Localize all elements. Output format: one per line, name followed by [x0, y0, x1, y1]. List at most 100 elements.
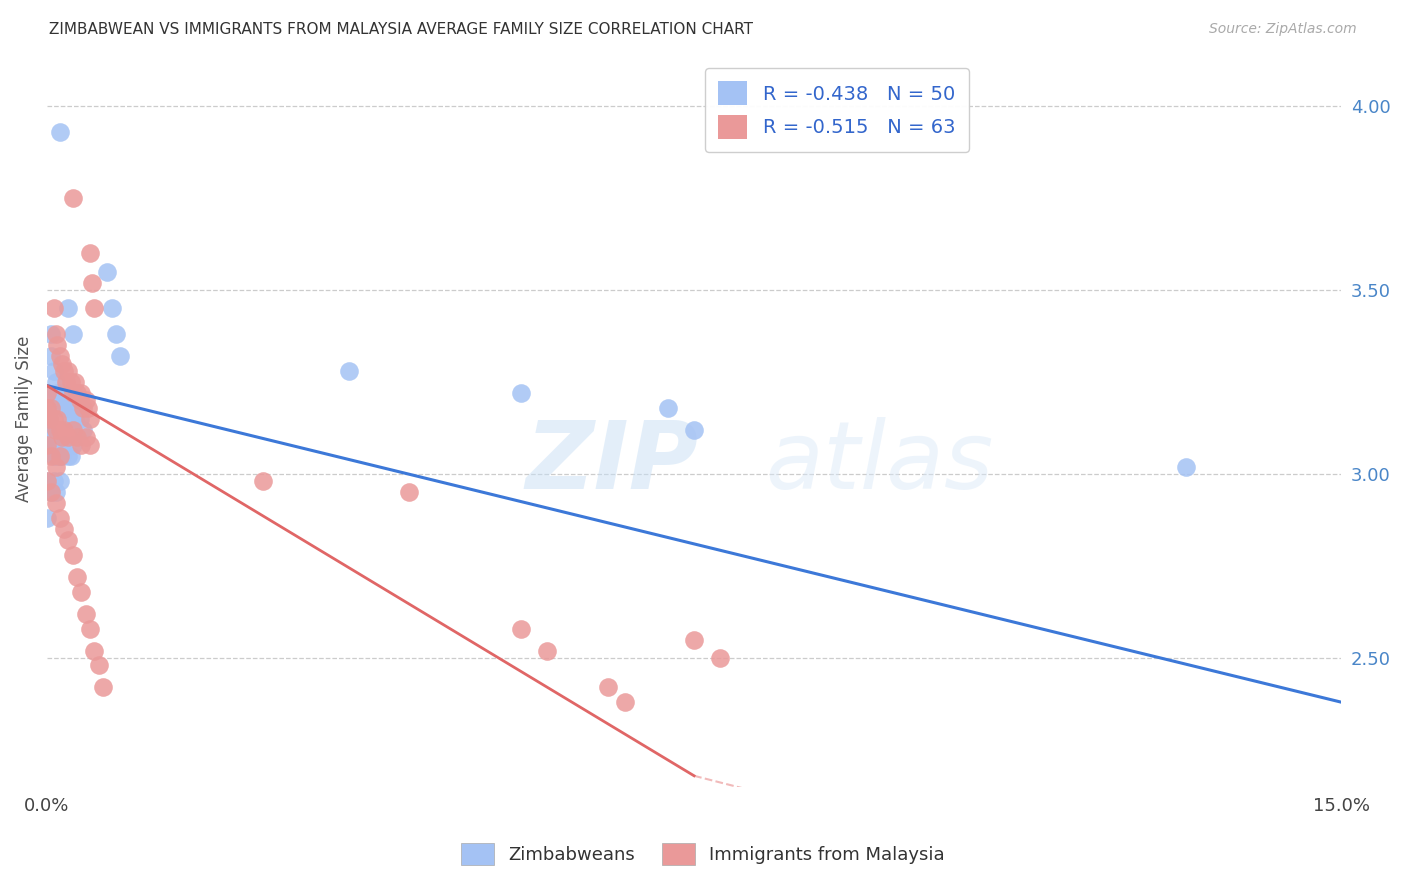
Point — [66, 430, 89, 444]
Point — [1174, 459, 1197, 474]
Point — [39, 485, 62, 500]
Point — [38, 430, 60, 444]
Point — [62, 423, 84, 437]
Point — [39, 401, 62, 415]
Point — [53, 423, 76, 437]
Point — [398, 485, 420, 500]
Point — [55, 393, 77, 408]
Point — [51, 357, 73, 371]
Point — [75, 607, 97, 621]
Point — [49, 475, 72, 489]
Point — [66, 386, 89, 401]
Point — [100, 301, 122, 316]
Point — [83, 643, 105, 657]
Point — [55, 375, 77, 389]
Point — [79, 622, 101, 636]
Point — [66, 401, 89, 415]
Point — [53, 364, 76, 378]
Point — [62, 327, 84, 342]
Point — [51, 449, 73, 463]
Point — [44, 459, 66, 474]
Point — [58, 364, 80, 378]
Point — [44, 423, 66, 437]
Point — [46, 338, 69, 352]
Point — [66, 570, 89, 584]
Point — [58, 301, 80, 316]
Point — [35, 401, 58, 415]
Point — [91, 681, 114, 695]
Point — [35, 401, 58, 415]
Point — [49, 449, 72, 463]
Point — [49, 125, 72, 139]
Point — [77, 401, 100, 415]
Point — [72, 423, 94, 437]
Point — [42, 411, 65, 425]
Point — [337, 364, 360, 378]
Point — [72, 401, 94, 415]
Point — [49, 349, 72, 363]
Point — [44, 327, 66, 342]
Point — [62, 386, 84, 401]
Y-axis label: Average Family Size: Average Family Size — [15, 335, 32, 502]
Point — [49, 423, 72, 437]
Legend: R = -0.438   N = 50, R = -0.515   N = 63: R = -0.438 N = 50, R = -0.515 N = 63 — [704, 68, 969, 153]
Point — [79, 246, 101, 260]
Text: Source: ZipAtlas.com: Source: ZipAtlas.com — [1209, 22, 1357, 37]
Point — [49, 511, 72, 525]
Point — [35, 423, 58, 437]
Point — [87, 658, 110, 673]
Point — [39, 485, 62, 500]
Point — [657, 401, 679, 415]
Point — [53, 437, 76, 451]
Point — [46, 411, 69, 425]
Point — [110, 349, 132, 363]
Point — [39, 327, 62, 342]
Point — [70, 584, 93, 599]
Point — [38, 411, 60, 425]
Point — [35, 475, 58, 489]
Point — [62, 191, 84, 205]
Point — [44, 496, 66, 510]
Point — [683, 423, 706, 437]
Point — [58, 430, 80, 444]
Point — [70, 386, 93, 401]
Point — [62, 401, 84, 415]
Point — [58, 401, 80, 415]
Point — [38, 411, 60, 425]
Point — [49, 393, 72, 408]
Point — [51, 386, 73, 401]
Text: ZIMBABWEAN VS IMMIGRANTS FROM MALAYSIA AVERAGE FAMILY SIZE CORRELATION CHART: ZIMBABWEAN VS IMMIGRANTS FROM MALAYSIA A… — [49, 22, 754, 37]
Point — [42, 301, 65, 316]
Point — [44, 375, 66, 389]
Point — [39, 349, 62, 363]
Point — [63, 411, 86, 425]
Point — [39, 449, 62, 463]
Point — [51, 430, 73, 444]
Point — [709, 651, 731, 665]
Point — [536, 643, 558, 657]
Point — [60, 449, 83, 463]
Point — [42, 475, 65, 489]
Legend: Zimbabweans, Immigrants from Malaysia: Zimbabweans, Immigrants from Malaysia — [453, 834, 953, 874]
Point — [42, 449, 65, 463]
Point — [69, 411, 91, 425]
Point — [75, 430, 97, 444]
Point — [83, 301, 105, 316]
Point — [35, 475, 58, 489]
Point — [44, 437, 66, 451]
Point — [44, 485, 66, 500]
Point — [510, 386, 533, 401]
Point — [46, 449, 69, 463]
Point — [35, 511, 58, 525]
Point — [62, 548, 84, 562]
Point — [62, 437, 84, 451]
Point — [79, 437, 101, 451]
Point — [42, 364, 65, 378]
Point — [35, 437, 58, 451]
Point — [35, 386, 58, 401]
Point — [39, 437, 62, 451]
Point — [58, 449, 80, 463]
Text: ZIP: ZIP — [526, 417, 699, 509]
Point — [60, 411, 83, 425]
Point — [80, 276, 103, 290]
